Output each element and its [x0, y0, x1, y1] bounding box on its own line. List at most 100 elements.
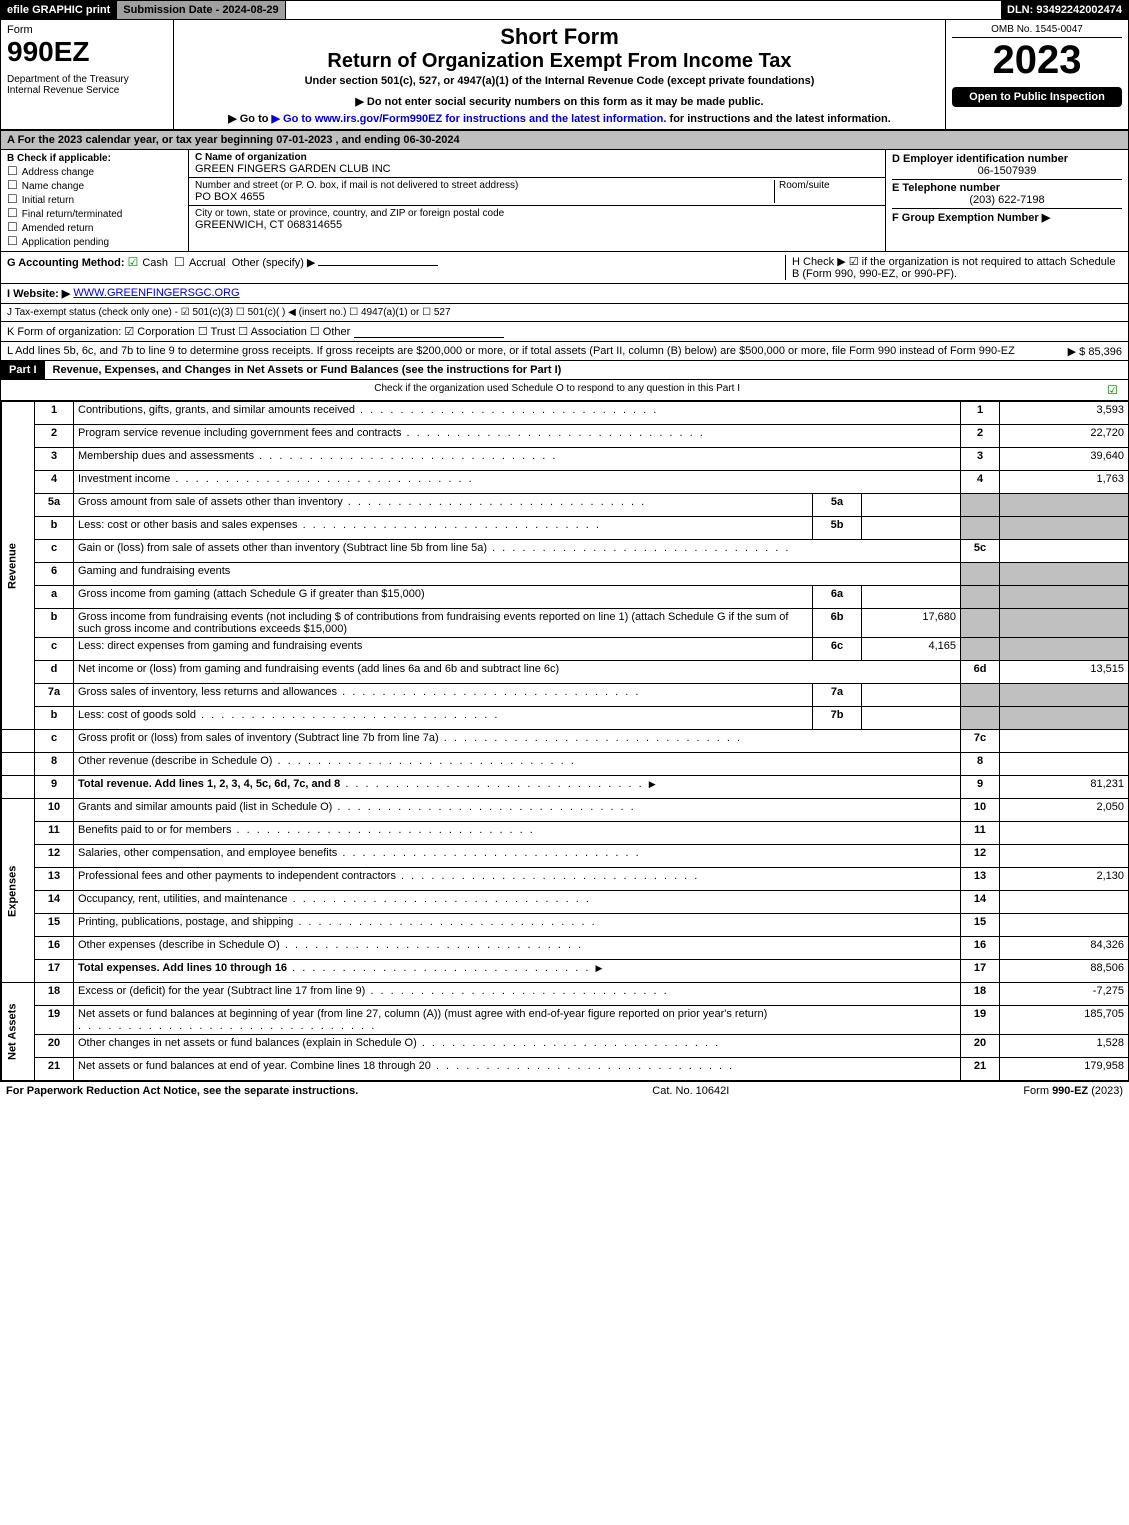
part1-check-desc: Check if the organization used Schedule …: [7, 383, 1107, 397]
l6c-num: c: [35, 638, 74, 661]
l1-num: 1: [35, 402, 74, 425]
l21-desc: Net assets or fund balances at end of ye…: [78, 1060, 431, 1072]
other-specify-input[interactable]: [318, 265, 438, 266]
tax-year: 2023: [952, 38, 1122, 83]
row-j-tax-status: J Tax-exempt status (check only one) - ☑…: [0, 304, 1129, 322]
short-form-title: Short Form: [180, 24, 939, 50]
l7a-sv: [862, 684, 961, 707]
row-g-h: G Accounting Method: Cash Accrual Other …: [0, 252, 1129, 284]
chk-final[interactable]: Final return/terminated: [7, 206, 182, 220]
website-link[interactable]: WWW.GREENFINGERSGC.ORG: [73, 287, 239, 300]
l19-desc: Net assets or fund balances at beginning…: [78, 1008, 767, 1020]
k-other-input[interactable]: [354, 325, 504, 338]
footer-formno: Form 990-EZ (2023): [1023, 1085, 1123, 1097]
l6-desc: Gaming and fundraising events: [74, 563, 961, 586]
l15-num: 15: [35, 914, 74, 937]
l13-num: 13: [35, 868, 74, 891]
l11-desc: Benefits paid to or for members: [78, 824, 231, 836]
l5c-r: 5c: [961, 540, 1000, 563]
l6a-desc: Gross income from gaming (attach Schedul…: [78, 588, 425, 600]
col-d-ef: D Employer identification number 06-1507…: [885, 150, 1128, 251]
h-schedule-b: H Check ▶ ☑ if the organization is not r…: [785, 255, 1122, 280]
l6-ashade: [1000, 563, 1129, 586]
l3-num: 3: [35, 448, 74, 471]
l8-num: 8: [35, 753, 74, 776]
l16-desc: Other expenses (describe in Schedule O): [78, 939, 280, 951]
spacer: [2, 753, 35, 776]
l13-desc: Professional fees and other payments to …: [78, 870, 396, 882]
l6c-desc: Less: direct expenses from gaming and fu…: [78, 640, 362, 652]
goto-link[interactable]: ▶ Go to ▶ Go to www.irs.gov/Form990EZ fo…: [180, 112, 939, 125]
l14-amt: [1000, 891, 1129, 914]
bcd-block: B Check if applicable: Address change Na…: [0, 150, 1129, 252]
lines-table: Revenue 1 Contributions, gifts, grants, …: [1, 401, 1129, 1081]
l12-num: 12: [35, 845, 74, 868]
l7b-num: b: [35, 707, 74, 730]
part1-check-icon[interactable]: [1107, 383, 1118, 397]
l19-amt: 185,705: [1000, 1006, 1129, 1035]
chk-amended[interactable]: Amended return: [7, 220, 182, 234]
l6c-ashade: [1000, 638, 1129, 661]
l6c-rshade: [961, 638, 1000, 661]
l6-rshade: [961, 563, 1000, 586]
l10-r: 10: [961, 799, 1000, 822]
l2-desc: Program service revenue including govern…: [78, 427, 401, 439]
chk-pending[interactable]: Application pending: [7, 234, 182, 248]
l5b-sv: [862, 517, 961, 540]
l6d-desc: Net income or (loss) from gaming and fun…: [78, 663, 559, 675]
g-label: G Accounting Method:: [7, 257, 125, 269]
l12-desc: Salaries, other compensation, and employ…: [78, 847, 337, 859]
row-i-website: I Website: ▶ WWW.GREENFINGERSGC.ORG: [0, 284, 1129, 304]
arrow-icon: [647, 778, 658, 790]
l20-desc: Other changes in net assets or fund bala…: [78, 1037, 417, 1049]
irs-link[interactable]: ▶ Go to www.irs.gov/Form990EZ for instru…: [272, 113, 667, 125]
d-ein-label: D Employer identification number: [892, 153, 1122, 165]
l6a-num: a: [35, 586, 74, 609]
row-a-tax-year: A For the 2023 calendar year, or tax yea…: [0, 130, 1129, 150]
l17-num: 17: [35, 960, 74, 983]
l3-amt: 39,640: [1000, 448, 1129, 471]
k-text: K Form of organization: ☑ Corporation ☐ …: [7, 325, 350, 338]
l7b-s: 7b: [813, 707, 862, 730]
l3-desc: Membership dues and assessments: [78, 450, 254, 462]
l5c-amt: [1000, 540, 1129, 563]
l6d-amt: 13,515: [1000, 661, 1129, 684]
l7b-desc: Less: cost of goods sold: [78, 709, 196, 721]
efile-label[interactable]: efile GRAPHIC print: [1, 1, 117, 19]
l11-amt: [1000, 822, 1129, 845]
chk-initial[interactable]: Initial return: [7, 192, 182, 206]
l3-r: 3: [961, 448, 1000, 471]
l7b-ashade: [1000, 707, 1129, 730]
l17-desc: Total expenses. Add lines 10 through 16: [78, 962, 287, 974]
footer-left: For Paperwork Reduction Act Notice, see …: [6, 1085, 358, 1097]
l5b-rshade: [961, 517, 1000, 540]
l6c-s: 6c: [813, 638, 862, 661]
l12-r: 12: [961, 845, 1000, 868]
chk-accrual[interactable]: [174, 255, 185, 269]
l16-amt: 84,326: [1000, 937, 1129, 960]
form-label: Form: [7, 24, 167, 36]
chk-name[interactable]: Name change: [7, 178, 182, 192]
side-label-expenses: Expenses: [2, 799, 35, 983]
city-value: GREENWICH, CT 068314655: [195, 219, 879, 231]
l6b-rshade: [961, 609, 1000, 638]
submission-date: Submission Date - 2024-08-29: [117, 1, 285, 19]
row-k-form-org: K Form of organization: ☑ Corporation ☐ …: [0, 322, 1129, 342]
l20-r: 20: [961, 1035, 1000, 1058]
c-name-label: C Name of organization: [195, 152, 879, 163]
l6b-ashade: [1000, 609, 1129, 638]
dept-label: Department of the Treasury Internal Reve…: [7, 74, 167, 96]
l21-num: 21: [35, 1058, 74, 1081]
l6a-s: 6a: [813, 586, 862, 609]
l7c-desc: Gross profit or (loss) from sales of inv…: [78, 732, 439, 744]
chk-address[interactable]: Address change: [7, 164, 182, 178]
chk-cash[interactable]: [128, 255, 139, 269]
l7a-s: 7a: [813, 684, 862, 707]
l15-r: 15: [961, 914, 1000, 937]
l10-desc: Grants and similar amounts paid (list in…: [78, 801, 332, 813]
part1-header: Part I Revenue, Expenses, and Changes in…: [0, 361, 1129, 380]
l4-num: 4: [35, 471, 74, 494]
l6a-sv: [862, 586, 961, 609]
header-left: Form 990EZ Department of the Treasury In…: [1, 20, 174, 129]
l17-r: 17: [961, 960, 1000, 983]
